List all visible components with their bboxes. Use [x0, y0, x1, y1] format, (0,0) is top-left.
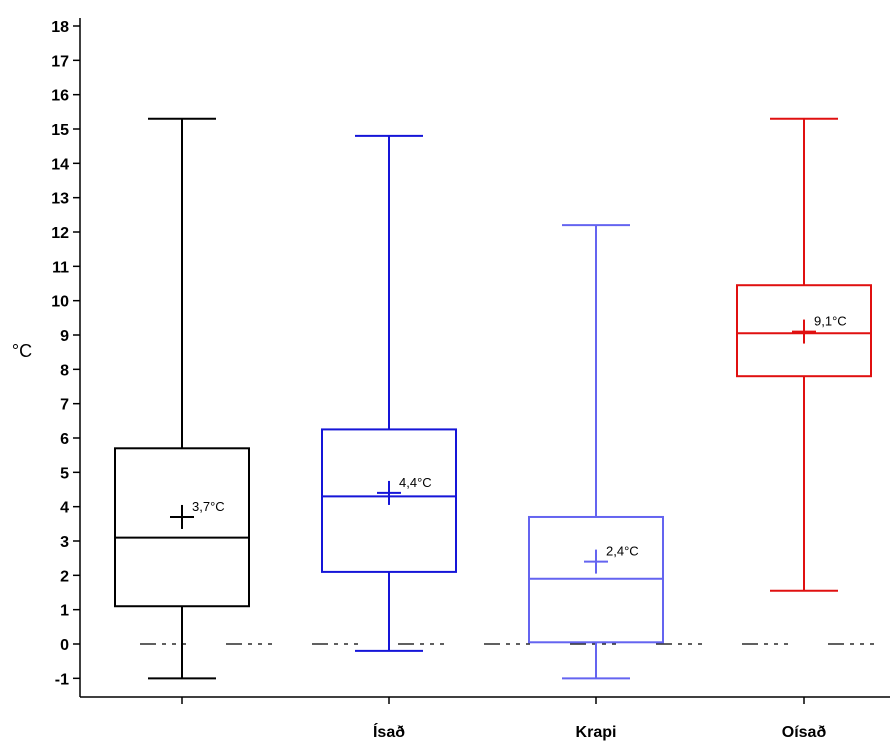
mean-label: 9,1°C: [814, 314, 847, 329]
y-tick-label: 11: [52, 259, 69, 276]
y-tick-label: 17: [51, 53, 69, 70]
category-label: Krapi: [576, 724, 617, 741]
y-tick-label: 10: [51, 294, 69, 311]
box-3: 2,4°C: [528, 224, 664, 680]
mean-label: 4,4°C: [399, 475, 432, 490]
mean-label: 2,4°C: [606, 544, 639, 559]
y-tick-label: -1: [55, 671, 69, 688]
box-2: 4,4°C: [321, 134, 457, 652]
y-tick-label: 2: [60, 568, 69, 585]
y-tick-label: 18: [51, 19, 69, 36]
y-tick-label: 0: [60, 637, 69, 654]
box-4: 9,1°C: [736, 117, 872, 592]
box-1: 3,7°C: [114, 117, 250, 680]
y-tick-label: 4: [60, 500, 69, 517]
y-tick-label: 16: [51, 88, 69, 105]
category-label: Oísað: [782, 724, 827, 741]
category-label: Ísað: [373, 722, 405, 741]
y-axis-label: °C: [12, 341, 32, 361]
y-tick-label: 3: [60, 534, 69, 551]
labels: Ísað Krapi Oísað: [373, 722, 826, 741]
mean-label: 3,7°C: [192, 499, 225, 514]
y-tick-label: 12: [51, 225, 69, 242]
y-tick-label: 15: [51, 122, 69, 139]
y-tick-label: 9: [60, 328, 69, 345]
y-tick-label: 8: [60, 362, 69, 379]
y-tick-label: 7: [60, 397, 69, 414]
y-tick-label: 13: [51, 191, 69, 208]
y-tick-label: 1: [60, 603, 69, 620]
y-tick-label: 14: [51, 156, 69, 173]
y-tick-label: 6: [60, 431, 69, 448]
boxes: 3,7°C 4,4°C 2,4°C 9,1°C: [114, 117, 872, 680]
y-tick-label: 5: [60, 465, 69, 482]
